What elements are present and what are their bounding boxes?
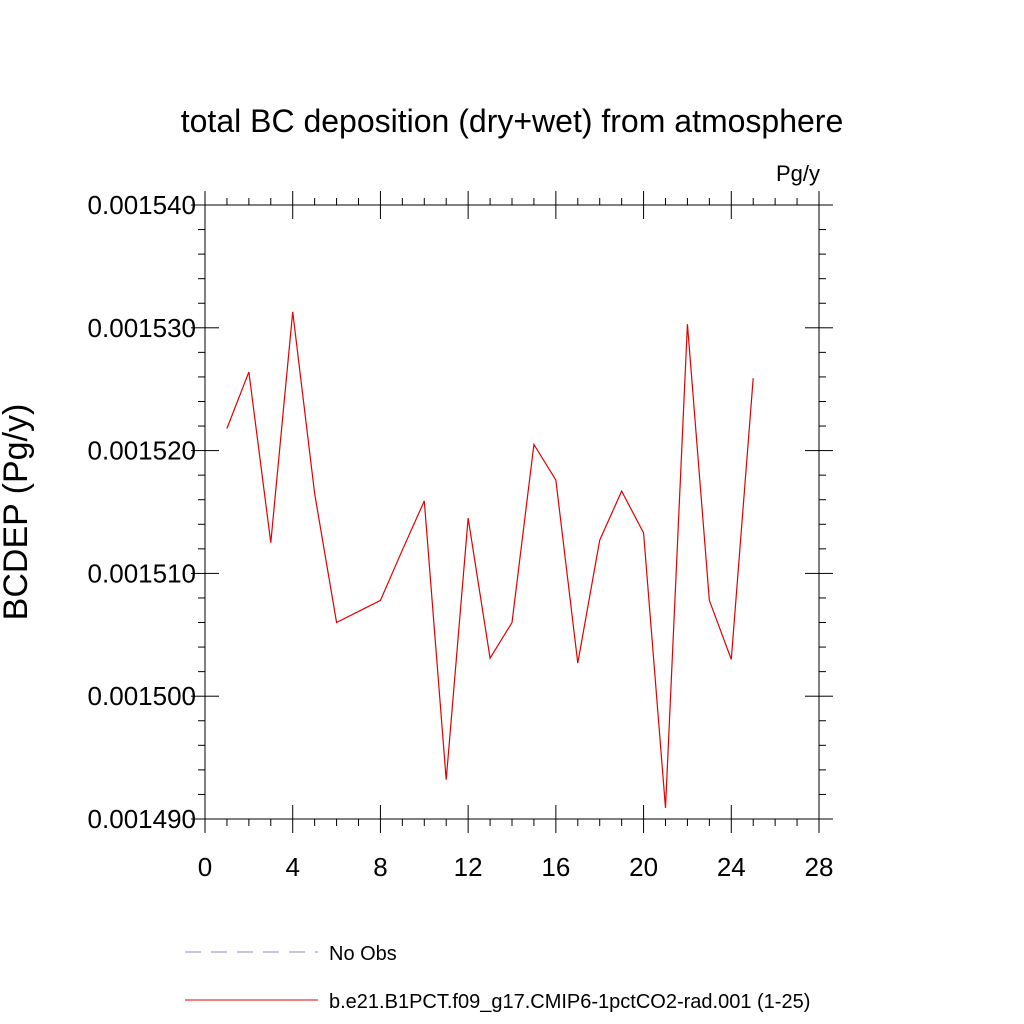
y-tick-label: 0.001530: [88, 313, 196, 343]
data-series: [226, 311, 754, 808]
x-tick-labels: 0 4 8 12 16 20 24 28: [198, 852, 834, 882]
x-tick-label: 16: [541, 852, 570, 882]
y-tick-label: 0.001510: [88, 558, 196, 588]
y-tick-labels: 0.001490 0.001500 0.001510 0.001520 0.001530…: [88, 190, 196, 834]
chart-title: total BC deposition (dry+wet) from atmos…: [181, 103, 844, 139]
y-tick-label: 0.001490: [88, 804, 196, 834]
plot-frame: [204, 204, 820, 820]
y-tick-label: 0.001540: [88, 190, 196, 220]
x-tick-label: 24: [717, 852, 746, 882]
x-tick-label: 20: [629, 852, 658, 882]
y-tick-label: 0.001500: [88, 681, 196, 711]
x-tick-label: 12: [454, 852, 483, 882]
legend-label: b.e21.B1PCT.f09_g17.CMIP6-1pctCO2-rad.00…: [329, 991, 810, 1013]
y-tick-label: 0.001520: [88, 436, 196, 466]
units-label: Pg/y: [776, 161, 820, 186]
x-tick-label: 28: [805, 852, 834, 882]
legend: No Obs b.e21.B1PCT.f09_g17.CMIP6-1pctCO2-…: [185, 943, 810, 1013]
axis-ticks: [191, 191, 833, 833]
y-axis-label: BCDEP (Pg/y): [0, 404, 35, 621]
legend-label: No Obs: [329, 943, 397, 965]
x-tick-label: 4: [285, 852, 299, 882]
series-line: [226, 311, 754, 808]
x-tick-label: 0: [198, 852, 212, 882]
x-tick-label: 8: [373, 852, 387, 882]
